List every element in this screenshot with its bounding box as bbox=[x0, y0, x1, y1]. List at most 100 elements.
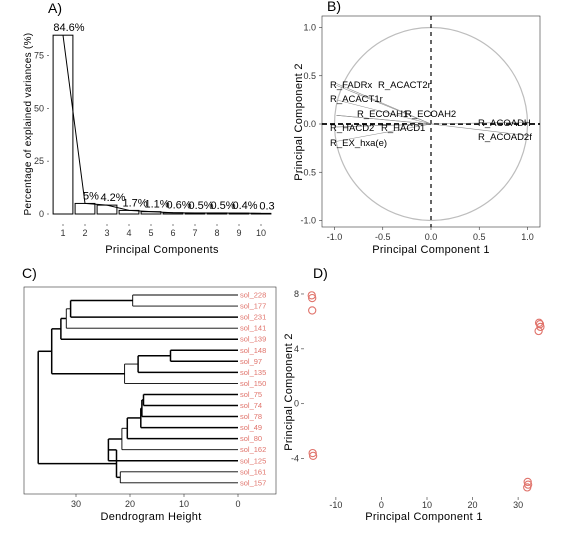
panel-a-y-title: Percentage of explained variances (%) bbox=[23, 33, 34, 216]
point-0 bbox=[307, 291, 316, 300]
bar-label-5: 1.1% bbox=[144, 199, 169, 211]
panel-a-line bbox=[62, 35, 262, 214]
panel-d-y-title: Principal Component 2 bbox=[283, 333, 295, 451]
panel-d-x-ticks: -10 0 10 20 30 bbox=[329, 497, 523, 510]
y-tick--4: -4 bbox=[291, 454, 299, 464]
vector-label-R_ACACT2r: R_ACACT2r bbox=[378, 80, 431, 91]
leaf-sol_49: sol_49 bbox=[240, 423, 262, 432]
point-5 bbox=[534, 318, 544, 327]
x-tick--0.5: -0.5 bbox=[375, 232, 391, 242]
vector-label-R_ECOAH1: R_ECOAH1 bbox=[357, 109, 408, 120]
y-tick-25: 25 bbox=[34, 156, 44, 166]
panel-d-letter: D) bbox=[313, 265, 328, 281]
leaf-sol_75: sol_75 bbox=[240, 390, 262, 399]
bar-label-9: 0.4% bbox=[232, 200, 257, 212]
leaf-sol_97: sol_97 bbox=[240, 357, 262, 366]
x-tick-10: 10 bbox=[179, 499, 189, 509]
vector-label-R_ACOADH: R_ACOADH bbox=[478, 118, 531, 129]
panel-c-frame bbox=[23, 286, 277, 495]
vector-R_EX_hxa(e) bbox=[336, 123, 432, 142]
x-tick-9: 9 bbox=[236, 228, 241, 238]
vector-R_HACD1 bbox=[336, 123, 432, 128]
y-tick-75: 75 bbox=[34, 50, 44, 60]
x-tick-0.5: 0.5 bbox=[473, 232, 486, 242]
leaf-sol_78: sol_78 bbox=[240, 412, 262, 421]
leaf-sol_80: sol_80 bbox=[240, 434, 262, 443]
leaf-sol_141: sol_141 bbox=[240, 324, 266, 333]
bar-label-6: 0.6% bbox=[166, 200, 191, 212]
y-tick-8: 8 bbox=[294, 289, 299, 299]
leaf-sol_135: sol_135 bbox=[240, 368, 266, 377]
point-7 bbox=[534, 326, 543, 336]
vector-R_ACOAD2f bbox=[430, 123, 528, 136]
y-tick-4: 4 bbox=[294, 344, 299, 354]
panel-c-x-title: Dendrogram Height bbox=[100, 511, 201, 523]
panel-a-bar-labels: 84.6%5% 4.2%1.7%1.1%0.6%0.5%0.5%0.4% 0.3 bbox=[53, 22, 274, 212]
bar-1 bbox=[52, 34, 74, 215]
panel-d-y-ticks: 8 4 0 -4 bbox=[291, 289, 304, 464]
panel-c-letter: C) bbox=[22, 265, 37, 281]
vector-label-R_ECOAH2: R_ECOAH2 bbox=[405, 109, 456, 120]
leaf-sol_162: sol_162 bbox=[240, 445, 266, 454]
vector-R_ACACT2r bbox=[336, 85, 432, 125]
y-tick-0.5: 0.5 bbox=[303, 71, 316, 81]
point-1 bbox=[308, 293, 317, 303]
x-tick--10: -10 bbox=[329, 500, 342, 510]
leaf-sol_161: sol_161 bbox=[240, 467, 266, 476]
panel-b-y-ticks: 1.0 0.5 0.0 -0.5 -1.0 bbox=[300, 23, 322, 226]
bar-label-3: 4.2% bbox=[100, 192, 125, 204]
x-tick-20: 20 bbox=[468, 500, 478, 510]
panel-b-x-title: Principal Component 1 bbox=[372, 244, 490, 256]
panel-a-x-ticks: 1 2 3 4 5 6 7 8 9 10 bbox=[60, 224, 266, 238]
leaf-sol_157: sol_157 bbox=[240, 478, 266, 487]
x-tick-2: 2 bbox=[82, 228, 87, 238]
point-11 bbox=[523, 480, 533, 489]
panel-b-letter: B) bbox=[327, 0, 341, 14]
x-tick-7: 7 bbox=[192, 228, 197, 238]
panel-d-points bbox=[307, 291, 545, 492]
bar-label-4: 1.7% bbox=[122, 197, 147, 209]
leaf-sol_150: sol_150 bbox=[240, 379, 266, 388]
vector-R_ACACT1r bbox=[336, 99, 432, 125]
panel-a: A) 0 25 50 75 1 2 3 4 5 6 7 8 9 10 84.6% 5% 4.2%1.7%1.… bbox=[23, 0, 275, 256]
x-tick-0: 0 bbox=[235, 499, 240, 509]
y-tick-50: 50 bbox=[34, 103, 44, 113]
vector-label-R_FADRx: R_FADRx bbox=[330, 80, 372, 91]
leaf-sol_148: sol_148 bbox=[240, 346, 266, 355]
vector-label-R_HACD1: R_HACD1 bbox=[381, 123, 425, 134]
x-tick-0.0: 0.0 bbox=[425, 232, 438, 242]
point-6 bbox=[536, 322, 545, 332]
panel-d: D) -10 0 10 20 30 8 4 0 -4 Principal Component … bbox=[283, 265, 545, 523]
leaf-sol_74: sol_74 bbox=[240, 401, 262, 410]
leaf-sol_139: sol_139 bbox=[240, 335, 266, 344]
x-tick-4: 4 bbox=[126, 228, 131, 238]
panel-b-x-ticks: -1.0 -0.5 0.0 0.5 1.0 bbox=[327, 227, 534, 242]
leaf-sol_231: sol_231 bbox=[240, 313, 266, 322]
point-9 bbox=[523, 477, 532, 487]
leaf-sol_228: sol_228 bbox=[240, 291, 266, 300]
point-4 bbox=[308, 451, 318, 460]
x-tick-10: 10 bbox=[256, 228, 266, 238]
bar-label-10: 0.3 bbox=[259, 200, 274, 212]
x-tick-8: 8 bbox=[214, 228, 219, 238]
x-tick-20: 20 bbox=[125, 499, 135, 509]
x-tick--1.0: -1.0 bbox=[327, 232, 343, 242]
y-tick--0.5: -0.5 bbox=[300, 167, 316, 177]
x-tick-1.0: 1.0 bbox=[521, 232, 534, 242]
panel-b-vectors bbox=[336, 83, 528, 142]
panel-a-x-title: Principal Components bbox=[105, 244, 219, 256]
point-8 bbox=[535, 320, 545, 329]
panel-c-x-ticks: 30 20 10 0 bbox=[71, 494, 241, 509]
bar-label-2: 5% bbox=[83, 190, 99, 202]
vector-label-R_ACACT1r: R_ACACT1r bbox=[330, 94, 383, 105]
bar-2 bbox=[74, 202, 96, 215]
x-tick-1: 1 bbox=[60, 228, 65, 238]
y-tick-0: 0 bbox=[39, 209, 44, 219]
x-tick-30: 30 bbox=[513, 500, 523, 510]
panel-b-y-title: Principal Component 2 bbox=[293, 63, 305, 181]
panel-c: C) sol_228 sol_177 sol_231 sol_141 sol_139so… bbox=[22, 265, 277, 523]
y-tick-1.0: 1.0 bbox=[303, 23, 316, 33]
panel-d-x-title: Principal Component 1 bbox=[365, 511, 483, 523]
bar-label-7: 0.5% bbox=[188, 200, 213, 212]
y-tick-0: 0 bbox=[294, 399, 299, 409]
